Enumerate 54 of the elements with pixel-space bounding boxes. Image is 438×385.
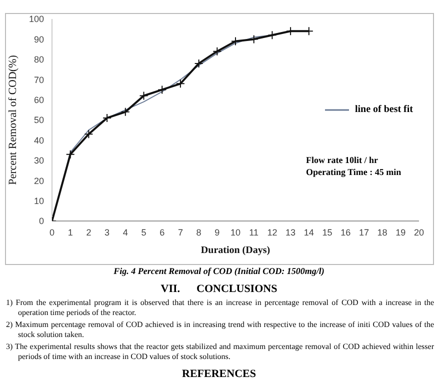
point xyxy=(120,107,130,116)
legend-label: line of best fit xyxy=(354,104,413,115)
point xyxy=(102,113,112,122)
x-tick-label: 10 xyxy=(230,227,241,238)
point xyxy=(176,79,185,88)
x-tick-label: 3 xyxy=(104,227,110,238)
point xyxy=(158,85,167,94)
caption: Fig. 4 Percent Removal of COD (Initial COD: 1500mg/l) xyxy=(112,266,326,276)
point xyxy=(268,30,277,40)
x-tick-label: 8 xyxy=(196,227,202,238)
x-tick-label: 20 xyxy=(414,227,424,238)
y-tick-label: 70 xyxy=(34,74,44,85)
x-tick-label: 2 xyxy=(86,227,92,238)
x-tick-label: 13 xyxy=(286,227,296,238)
x-axis-title: Duration (Days) xyxy=(200,245,270,256)
y-tick-label: 90 xyxy=(34,34,44,44)
x-tick-label: 0 xyxy=(49,227,55,238)
text: VII. CONCLUSIONS xyxy=(160,283,278,295)
y-tick-label: 50 xyxy=(34,115,44,126)
point xyxy=(194,58,204,68)
y-tick-label: 0 xyxy=(38,216,44,226)
x-tick-label: 12 xyxy=(267,227,278,238)
text: REFERENCES xyxy=(181,368,257,380)
point xyxy=(84,130,94,139)
x-tick-label: 1 xyxy=(68,227,73,238)
y-tick-label: 30 xyxy=(34,156,44,166)
x-tick-label: 6 xyxy=(160,227,165,238)
point xyxy=(231,36,240,46)
x-tick-label: 5 xyxy=(141,227,146,238)
y-tick-label: 60 xyxy=(34,94,44,105)
x-tick-label: 19 xyxy=(396,227,406,238)
text: 3) The experimental results shows that the reactor gets stabilized and maximum percentage removal of COD achieved within lesser periods of time with an increase in COD values of stock solutions. xyxy=(5,342,434,362)
x-tick-label: 4 xyxy=(122,227,128,238)
y-tick-label: 20 xyxy=(34,176,44,186)
x-tick-label: 11 xyxy=(249,227,259,238)
text: 2) Maximum percentage removal of COD achieved is in increasing trend with respective to the increase of initi COD values of the stock solution taken. xyxy=(5,320,434,340)
x-tick-label: 7 xyxy=(178,227,183,238)
point xyxy=(212,46,222,56)
y-tick-label: 10 xyxy=(34,196,44,206)
point xyxy=(249,34,258,44)
point xyxy=(66,150,75,159)
x-tick-label: 17 xyxy=(358,227,369,238)
y-axis-title: Percent Removal of COD(%) xyxy=(6,54,19,185)
text: 1) From the experimental program it is observed that there is an increase in percentage removal of COD with a increase in the operation time periods of the reactor. xyxy=(5,298,434,318)
point xyxy=(139,91,148,100)
x-tick-label: 16 xyxy=(340,227,351,238)
y-tick-label: 100 xyxy=(28,14,44,24)
x-tick-label: 18 xyxy=(377,227,388,238)
x-tick-label: 15 xyxy=(322,227,332,238)
y-tick-label: 40 xyxy=(34,135,44,146)
annotation: Flow rate 10lit / hr Operating Time : 45 min xyxy=(306,154,402,178)
y-tick-label: 80 xyxy=(34,54,44,65)
x-tick-label: 14 xyxy=(304,227,314,238)
x-tick-label: 9 xyxy=(214,227,220,238)
